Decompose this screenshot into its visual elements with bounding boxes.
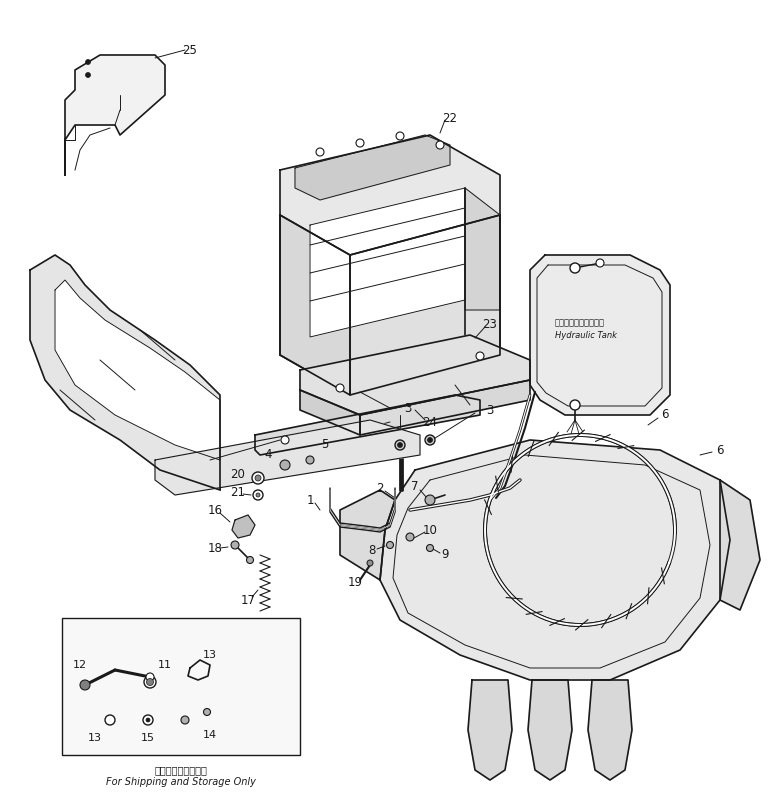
Circle shape [396,132,404,140]
Circle shape [425,495,435,505]
Polygon shape [280,135,500,255]
Text: 25: 25 [182,44,197,57]
Circle shape [143,715,153,725]
Polygon shape [380,440,730,680]
Bar [62,618,300,755]
Circle shape [146,679,153,685]
Text: 20: 20 [231,468,246,481]
Text: 15: 15 [141,733,155,743]
Text: 19: 19 [347,575,363,589]
Circle shape [406,533,414,541]
Text: 11: 11 [158,660,172,670]
Circle shape [181,716,189,724]
Circle shape [146,718,150,722]
Circle shape [336,384,344,392]
Text: 輸送及び保管用のみ: 輸送及び保管用のみ [155,765,207,775]
Text: 3: 3 [404,402,411,415]
Circle shape [476,352,484,360]
Circle shape [253,490,263,500]
Text: 9: 9 [441,548,449,561]
Text: ハイドロリックタンク: ハイドロリックタンク [555,318,605,327]
Polygon shape [528,680,572,780]
Circle shape [395,440,405,450]
Circle shape [246,556,253,564]
Text: 10: 10 [422,523,437,536]
Polygon shape [65,55,165,175]
Polygon shape [350,215,500,395]
Circle shape [428,437,432,442]
Circle shape [425,435,435,445]
Polygon shape [310,188,465,337]
Text: 8: 8 [368,544,375,556]
Circle shape [281,436,289,444]
Polygon shape [155,420,420,495]
Polygon shape [255,395,480,455]
Polygon shape [588,680,632,780]
Circle shape [252,472,264,484]
Polygon shape [55,280,220,460]
Polygon shape [340,490,395,580]
Circle shape [231,541,239,549]
Text: 7: 7 [411,480,418,493]
Text: 2: 2 [376,481,384,494]
Text: 18: 18 [207,542,222,555]
Polygon shape [280,215,350,395]
Circle shape [367,560,373,566]
Circle shape [80,680,90,690]
Circle shape [356,139,364,147]
Polygon shape [232,515,255,538]
Circle shape [570,400,580,410]
Text: 3: 3 [486,403,493,416]
Text: 4: 4 [264,449,272,462]
Text: Hydraulic Tank: Hydraulic Tank [555,331,617,340]
Text: 14: 14 [203,730,217,740]
Text: 23: 23 [482,318,497,331]
Polygon shape [720,480,760,610]
Polygon shape [300,335,530,415]
Circle shape [596,259,604,267]
Polygon shape [300,390,360,435]
Circle shape [105,715,115,725]
Circle shape [426,544,433,552]
Circle shape [280,460,290,470]
Text: 6: 6 [716,444,724,457]
Text: For Shipping and Storage Only: For Shipping and Storage Only [106,777,256,787]
Circle shape [316,148,324,156]
Polygon shape [295,135,450,200]
Circle shape [306,456,314,464]
Circle shape [146,673,154,681]
Polygon shape [465,188,500,310]
Text: 1: 1 [307,493,314,506]
Text: 13: 13 [88,733,102,743]
Polygon shape [360,380,530,435]
Circle shape [85,59,91,65]
Text: 6: 6 [662,408,669,421]
Text: 16: 16 [207,504,223,517]
Circle shape [436,141,444,149]
Circle shape [203,709,210,715]
Circle shape [386,542,393,548]
Circle shape [85,73,91,78]
Polygon shape [30,255,220,490]
Circle shape [570,263,580,273]
Text: 21: 21 [231,487,246,500]
Text: 13: 13 [203,650,217,660]
Text: 12: 12 [73,660,87,670]
Circle shape [256,493,260,497]
Text: 5: 5 [321,438,328,451]
Text: 17: 17 [241,594,256,607]
Text: 22: 22 [443,112,457,125]
Circle shape [255,475,261,481]
Text: 24: 24 [422,416,437,428]
Polygon shape [468,680,512,780]
Circle shape [397,442,403,447]
Polygon shape [530,255,670,415]
Circle shape [144,676,156,688]
